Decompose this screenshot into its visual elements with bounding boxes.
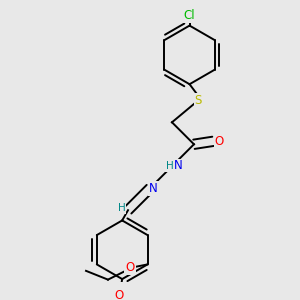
Text: S: S [195, 94, 202, 107]
Text: N: N [174, 159, 183, 172]
Text: O: O [125, 261, 135, 274]
Text: H: H [118, 203, 125, 213]
Text: Cl: Cl [184, 9, 195, 22]
Text: O: O [215, 135, 224, 148]
Text: N: N [149, 182, 158, 195]
Text: H: H [166, 161, 173, 171]
Text: O: O [115, 289, 124, 300]
